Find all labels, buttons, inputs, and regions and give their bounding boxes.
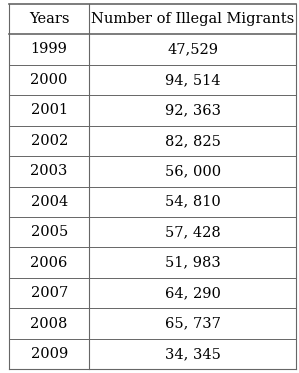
- Text: 2004: 2004: [30, 195, 68, 209]
- Text: 2003: 2003: [30, 164, 68, 178]
- Text: 1999: 1999: [31, 43, 68, 56]
- Text: 57, 428: 57, 428: [165, 225, 221, 239]
- Text: 64, 290: 64, 290: [165, 286, 221, 300]
- Text: 94, 514: 94, 514: [165, 73, 220, 87]
- Text: 56, 000: 56, 000: [165, 164, 221, 178]
- Text: 2008: 2008: [30, 317, 68, 330]
- Text: 2001: 2001: [30, 103, 68, 117]
- Text: 2006: 2006: [30, 256, 68, 270]
- Text: Number of Illegal Migrants: Number of Illegal Migrants: [91, 12, 294, 26]
- Text: 2005: 2005: [30, 225, 68, 239]
- Text: 34, 345: 34, 345: [165, 347, 221, 361]
- Text: 2009: 2009: [30, 347, 68, 361]
- Text: 92, 363: 92, 363: [165, 103, 221, 117]
- Text: 47,529: 47,529: [167, 43, 218, 56]
- Text: 2007: 2007: [30, 286, 68, 300]
- Text: Years: Years: [29, 12, 69, 26]
- Text: 51, 983: 51, 983: [165, 256, 221, 270]
- Text: 65, 737: 65, 737: [165, 317, 221, 330]
- Text: 2000: 2000: [30, 73, 68, 87]
- Text: 2002: 2002: [30, 134, 68, 148]
- Text: 82, 825: 82, 825: [165, 134, 221, 148]
- Text: 54, 810: 54, 810: [165, 195, 221, 209]
